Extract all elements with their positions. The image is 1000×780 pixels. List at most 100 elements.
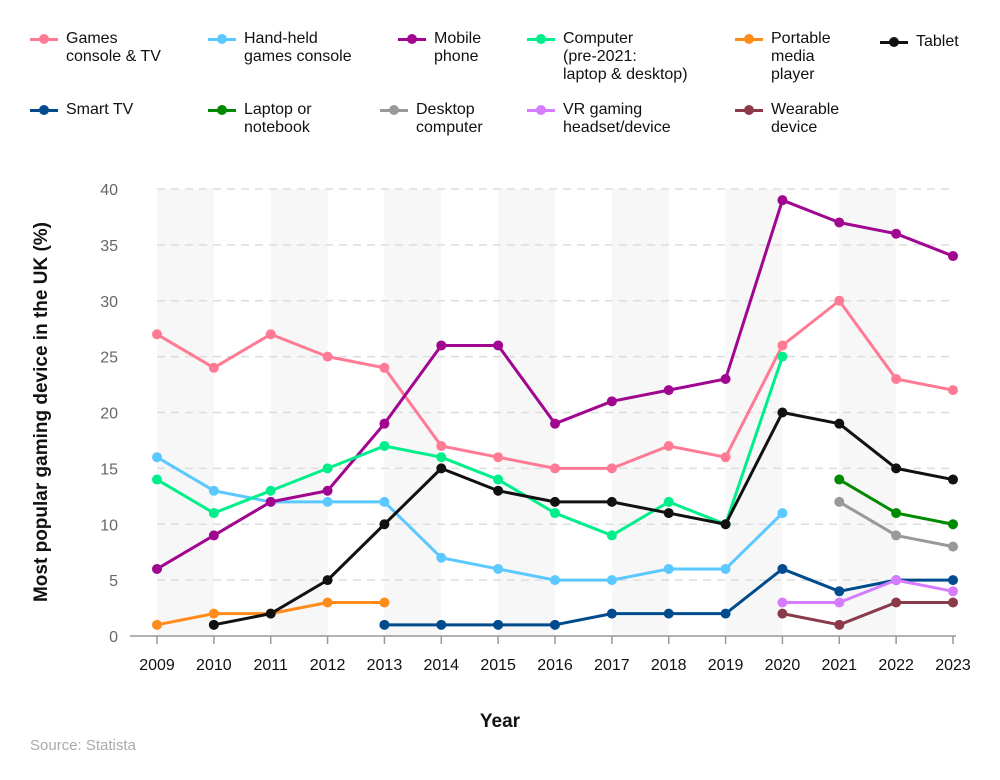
data-point: [322, 597, 333, 608]
data-point: [550, 418, 560, 429]
data-point: [663, 496, 674, 507]
series-line: [156, 455, 784, 582]
y-axis-title: Most popular gaming device in the UK (%): [31, 222, 52, 602]
data-point: [379, 418, 390, 429]
data-point: [720, 519, 731, 530]
data-point: [720, 373, 731, 384]
legend-item: Games console & TV: [30, 30, 161, 66]
x-tick-label: 2015: [480, 657, 516, 674]
data-point: [834, 586, 845, 597]
legend-label: Tablet: [916, 33, 959, 50]
data-point: [208, 608, 219, 619]
x-axis-title: Year: [480, 711, 521, 732]
legend-swatch-icon: [398, 30, 426, 48]
data-point: [436, 619, 447, 630]
data-point: [720, 608, 731, 619]
series-vr-gaming-headset-device: [777, 575, 958, 608]
data-point: [663, 508, 674, 519]
legend-label: Hand-held games console: [244, 30, 352, 65]
data-point: [834, 496, 845, 507]
legend-swatch-icon: [527, 101, 555, 119]
data-point: [265, 329, 276, 340]
data-point: [948, 385, 958, 396]
data-point: [891, 228, 902, 239]
data-point: [436, 552, 447, 563]
data-point: [606, 608, 617, 619]
data-point: [379, 362, 390, 373]
y-tick-label: 20: [100, 406, 118, 423]
data-point: [948, 597, 958, 608]
data-point: [493, 452, 504, 463]
legend-swatch-icon: [735, 30, 763, 48]
data-point: [322, 575, 333, 586]
series-tablet: [208, 407, 958, 630]
legend-label: Smart TV: [66, 101, 134, 118]
legend-item: Tablet: [880, 33, 959, 51]
data-point: [436, 340, 447, 351]
data-point: [493, 563, 504, 574]
data-point: [891, 508, 902, 519]
data-point: [152, 563, 162, 574]
data-point: [152, 619, 162, 630]
data-point: [322, 485, 333, 496]
legend-swatch-icon: [380, 101, 408, 119]
data-point: [493, 485, 504, 496]
data-point: [777, 195, 788, 206]
data-point: [663, 385, 674, 396]
data-point: [208, 508, 219, 519]
y-tick-label: 40: [100, 182, 118, 199]
data-point: [208, 619, 219, 630]
data-point: [436, 441, 447, 452]
series-laptop-or-notebook: [834, 474, 958, 530]
data-point: [208, 485, 219, 496]
x-tick-label: 2021: [821, 657, 857, 674]
data-point: [550, 619, 560, 630]
legend-swatch-icon: [30, 101, 58, 119]
y-tick-label: 25: [100, 350, 118, 367]
data-point: [379, 496, 390, 507]
data-point: [777, 608, 788, 619]
y-tick-label: 10: [100, 517, 118, 534]
data-point: [436, 463, 447, 474]
data-point: [948, 541, 958, 552]
x-tick-label: 2009: [139, 657, 175, 674]
data-point: [834, 619, 845, 630]
data-point: [834, 295, 845, 306]
data-point: [834, 597, 845, 608]
x-tick-label: 2018: [651, 657, 687, 674]
legend-item: Laptop or notebook: [208, 101, 312, 137]
data-point: [834, 474, 845, 485]
y-tick-label: 0: [109, 629, 118, 646]
data-point: [379, 619, 390, 630]
data-point: [265, 485, 276, 496]
legend-item: Mobile phone: [398, 30, 481, 66]
data-point: [606, 396, 617, 407]
legend-item: VR gaming headset/device: [527, 101, 671, 137]
data-point: [208, 530, 219, 541]
data-point: [777, 508, 788, 519]
data-point: [322, 351, 333, 362]
legend-label: Computer (pre-2021: laptop & desktop): [563, 30, 688, 83]
legend-label: VR gaming headset/device: [563, 101, 671, 136]
y-tick-label: 35: [100, 238, 118, 255]
legend-item: Hand-held games console: [208, 30, 352, 66]
data-point: [948, 575, 958, 586]
data-point: [663, 441, 674, 452]
data-point: [777, 351, 788, 362]
data-point: [891, 597, 902, 608]
data-point: [777, 407, 788, 418]
series-line: [782, 600, 953, 627]
data-point: [606, 496, 617, 507]
data-point: [834, 217, 845, 228]
series-games-console-tv: [152, 295, 958, 474]
data-point: [891, 575, 902, 586]
x-tick-label: 2013: [367, 657, 403, 674]
legend-swatch-icon: [30, 30, 58, 48]
legend-label: Portable media player: [771, 30, 831, 83]
data-point: [436, 452, 447, 463]
data-point: [891, 373, 902, 384]
source-note: Source: Statista: [30, 737, 136, 754]
data-point: [152, 452, 162, 463]
legend-swatch-icon: [527, 30, 555, 48]
